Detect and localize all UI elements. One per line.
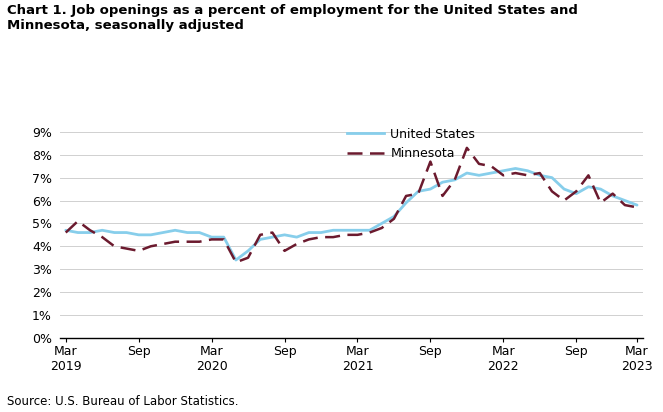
Text: Source: U.S. Bureau of Labor Statistics.: Source: U.S. Bureau of Labor Statistics.	[7, 395, 238, 408]
Legend: United States, Minnesota: United States, Minnesota	[347, 128, 475, 160]
Text: Chart 1. Job openings as a percent of employment for the United States and
Minne: Chart 1. Job openings as a percent of em…	[7, 4, 577, 32]
